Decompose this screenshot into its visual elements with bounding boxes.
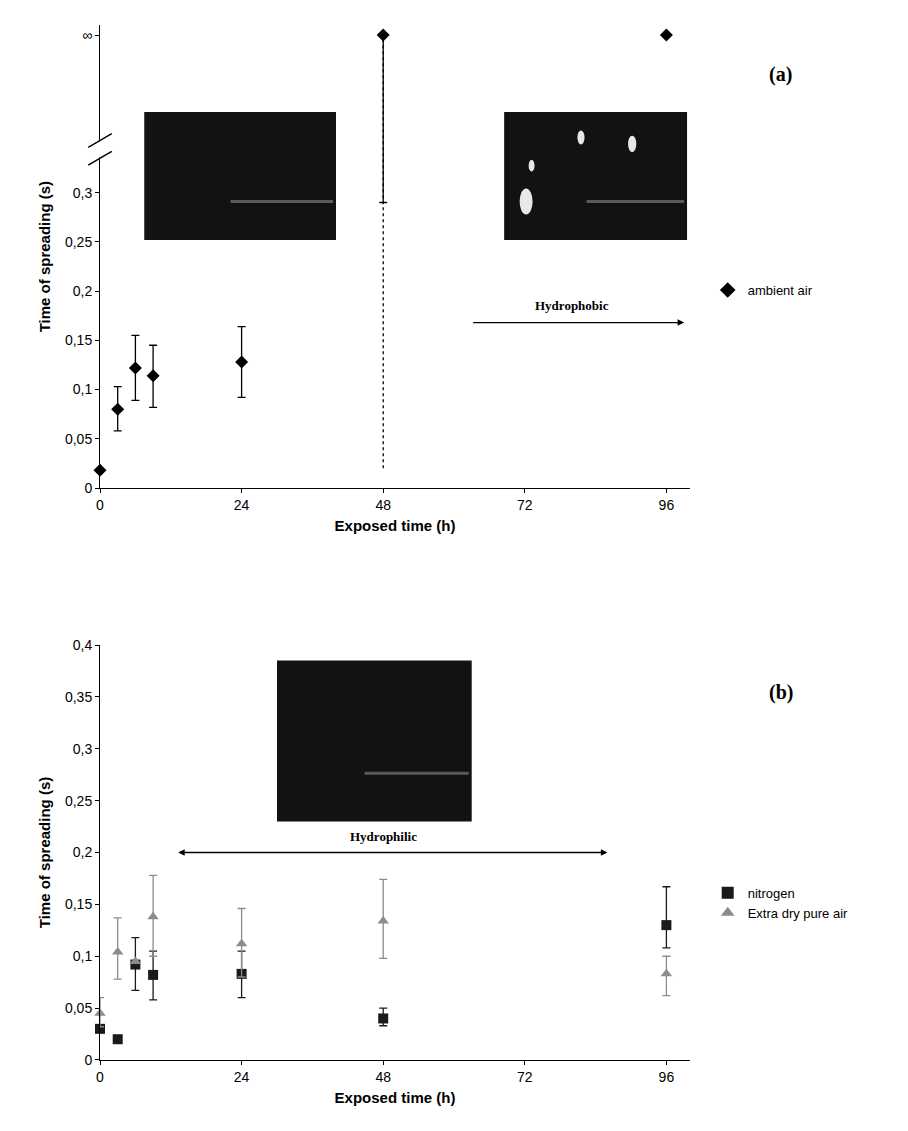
svg-text:0,2: 0,2: [73, 283, 93, 299]
svg-text:0,3: 0,3: [73, 185, 93, 201]
svg-text:48: 48: [375, 497, 391, 513]
svg-text:0,25: 0,25: [65, 793, 92, 809]
svg-text:(a): (a): [769, 63, 792, 86]
svg-text:72: 72: [517, 497, 533, 513]
svg-text:0,4: 0,4: [73, 637, 93, 653]
svg-text:0,1: 0,1: [73, 948, 93, 964]
svg-text:0,3: 0,3: [73, 741, 93, 757]
svg-text:96: 96: [659, 1069, 675, 1085]
svg-text:0: 0: [84, 1052, 92, 1068]
svg-text:0,05: 0,05: [65, 1000, 92, 1016]
svg-text:0,25: 0,25: [65, 234, 92, 250]
svg-text:0,2: 0,2: [73, 844, 93, 860]
svg-text:48: 48: [375, 1069, 391, 1085]
svg-text:0,1: 0,1: [73, 381, 93, 397]
svg-text:72: 72: [517, 1069, 533, 1085]
svg-text:Time of spreading (s): Time of spreading (s): [36, 777, 53, 928]
svg-text:Exposed time (h): Exposed time (h): [335, 1089, 456, 1106]
svg-text:24: 24: [234, 1069, 250, 1085]
svg-text:0,05: 0,05: [65, 431, 92, 447]
svg-text:0: 0: [96, 1069, 104, 1085]
svg-text:0,35: 0,35: [65, 689, 92, 705]
svg-text:(b): (b): [769, 681, 793, 704]
svg-text:nitrogen: nitrogen: [748, 886, 795, 901]
svg-text:Hydrophilic: Hydrophilic: [350, 829, 417, 844]
svg-text:Hydrophobic: Hydrophobic: [535, 298, 609, 313]
svg-text:ambient air: ambient air: [748, 283, 813, 298]
svg-text:Time of spreading (s): Time of spreading (s): [36, 181, 53, 332]
svg-text:0: 0: [96, 497, 104, 513]
svg-text:24: 24: [234, 497, 250, 513]
svg-text:0: 0: [84, 480, 92, 496]
svg-text:96: 96: [659, 497, 675, 513]
svg-text:∞: ∞: [82, 27, 92, 43]
svg-text:Extra dry pure air: Extra dry pure air: [748, 906, 848, 921]
svg-text:0,15: 0,15: [65, 332, 92, 348]
svg-text:0,15: 0,15: [65, 896, 92, 912]
svg-text:Exposed time (h): Exposed time (h): [335, 517, 456, 534]
